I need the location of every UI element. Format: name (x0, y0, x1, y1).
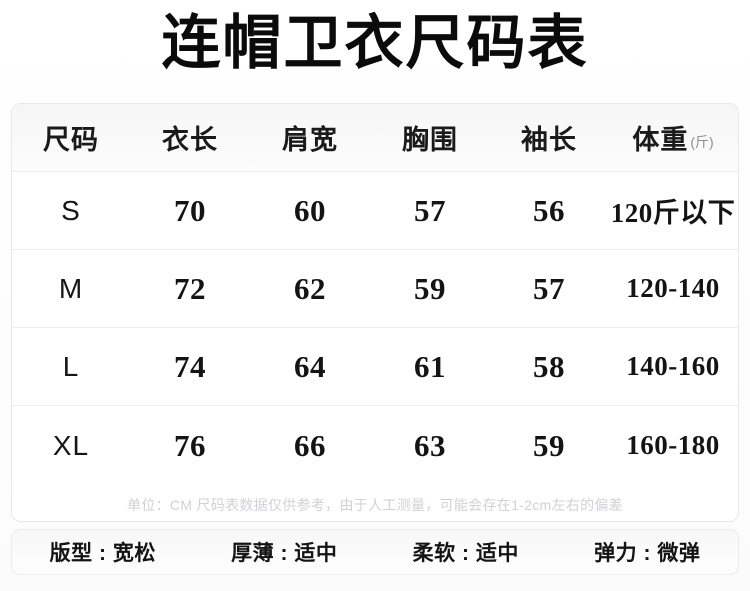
cell-size: M (12, 273, 130, 305)
cell-shoulder-value: 62 (294, 270, 326, 306)
column-header-bust-label: 胸围 (402, 125, 458, 155)
cell-shoulder-value: 64 (294, 348, 326, 384)
cell-length-value: 76 (174, 427, 206, 463)
cell-shoulder: 62 (250, 271, 370, 307)
page-title: 连帽卫衣尺码表 (161, 10, 589, 76)
table-row: L 74 64 61 58 140-160 (12, 328, 738, 406)
size-table: 尺码 衣长 肩宽 胸围 袖长 体重 (斤) S 70 (11, 103, 739, 522)
measurement-note: 单位：CM 尺码表数据仅供参考，由于人工测量，可能会存在1-2cm左右的偏差 (127, 497, 623, 513)
cell-weight: 120斤以下 (608, 191, 738, 230)
column-header-shoulder: 肩宽 (250, 118, 370, 157)
cell-bust-value: 61 (414, 348, 446, 384)
cell-bust: 57 (370, 193, 490, 229)
cell-weight-value: 120-140 (626, 273, 720, 303)
column-header-size: 尺码 (12, 118, 130, 157)
column-header-length: 衣长 (130, 118, 250, 157)
cell-bust: 61 (370, 349, 490, 385)
cell-weight-value: 160-180 (626, 430, 720, 460)
column-header-size-label: 尺码 (43, 125, 99, 155)
cell-sleeve-value: 57 (533, 270, 565, 306)
cell-length-value: 70 (174, 192, 206, 228)
attribute-elasticity: 弹力 : 微弹 (594, 542, 701, 565)
table-row: XL 76 66 63 59 160-180 (12, 406, 738, 485)
column-header-bust: 胸围 (370, 118, 490, 157)
cell-bust-value: 57 (414, 192, 446, 228)
cell-sleeve: 57 (490, 271, 608, 307)
cell-sleeve: 59 (490, 428, 608, 464)
cell-sleeve-value: 56 (533, 192, 565, 228)
attribute-softness: 柔软 : 适中 (412, 542, 519, 565)
cell-sleeve-value: 58 (533, 348, 565, 384)
cell-bust: 59 (370, 271, 490, 307)
cell-bust-value: 63 (414, 427, 446, 463)
cell-shoulder: 64 (250, 349, 370, 385)
column-header-shoulder-label: 肩宽 (282, 125, 338, 155)
cell-weight-value: 140-160 (626, 351, 720, 381)
cell-size-value: S (61, 194, 81, 226)
cell-weight-value: 120斤以下 (610, 198, 736, 228)
cell-shoulder: 60 (250, 193, 370, 229)
cell-weight: 140-160 (608, 351, 738, 382)
cell-size: L (12, 351, 130, 383)
cell-size-value: L (62, 350, 80, 382)
table-row: S 70 60 57 56 120斤以下 (12, 172, 738, 250)
cell-sleeve: 58 (490, 349, 608, 385)
column-header-length-label: 衣长 (162, 125, 218, 155)
column-header-weight-unit: (斤) (690, 134, 714, 150)
cell-shoulder: 66 (250, 428, 370, 464)
cell-sleeve-value: 59 (533, 427, 565, 463)
cell-weight: 160-180 (608, 430, 738, 461)
cell-length: 70 (130, 193, 250, 229)
cell-length: 76 (130, 428, 250, 464)
cell-bust: 63 (370, 428, 490, 464)
cell-size: S (12, 195, 130, 227)
column-header-sleeve: 袖长 (490, 118, 608, 157)
cell-length: 72 (130, 271, 250, 307)
cell-length-value: 74 (174, 348, 206, 384)
column-header-weight: 体重 (斤) (608, 118, 738, 157)
attribute-thickness: 厚薄 : 适中 (231, 542, 338, 565)
cell-shoulder-value: 60 (294, 192, 326, 228)
cell-length: 74 (130, 349, 250, 385)
cell-sleeve: 56 (490, 193, 608, 229)
cell-size-value: XL (52, 429, 90, 461)
attribute-fit: 版型 : 宽松 (49, 542, 156, 565)
column-header-weight-label: 体重 (632, 125, 689, 155)
fabric-attributes-bar: 版型 : 宽松 厚薄 : 适中 柔软 : 适中 弹力 : 微弹 (11, 529, 739, 575)
column-header-sleeve-label: 袖长 (521, 125, 577, 155)
cell-size-value: M (58, 272, 84, 304)
cell-shoulder-value: 66 (294, 427, 326, 463)
cell-length-value: 72 (174, 270, 206, 306)
table-row: M 72 62 59 57 120-140 (12, 250, 738, 328)
cell-size: XL (12, 430, 130, 462)
table-header-row: 尺码 衣长 肩宽 胸围 袖长 体重 (斤) (12, 104, 738, 172)
page-title-container: 连帽卫衣尺码表 (0, 14, 750, 73)
cell-weight: 120-140 (608, 273, 738, 304)
cell-bust-value: 59 (414, 270, 446, 306)
